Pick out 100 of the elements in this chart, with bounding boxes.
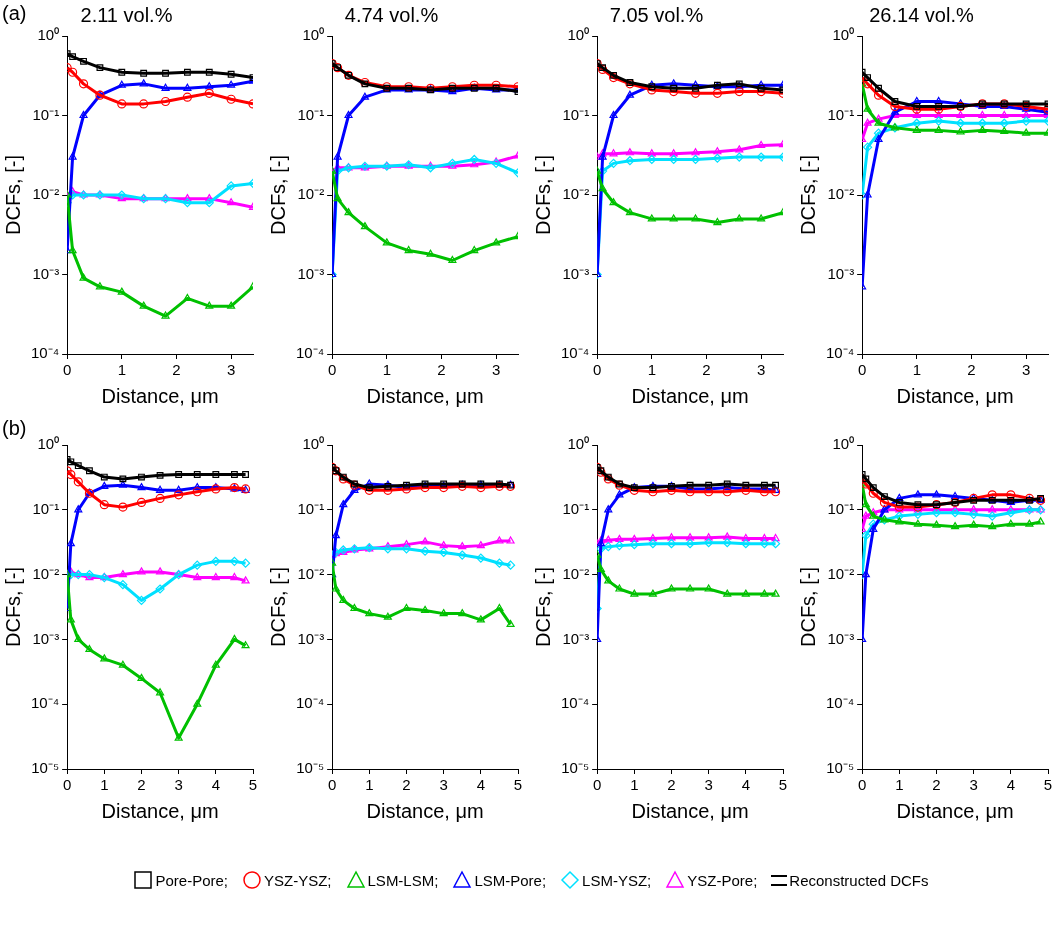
text: Reconstructed DCFs [789,871,929,889]
y-tick-label: 10⁻¹ [32,105,60,123]
y-tick-label: 10⁻² [297,564,325,582]
y-axis-title: DCFs, [-] [531,567,554,647]
y-tick-label: 10⁻¹ [32,499,60,517]
x-tick-label: 0 [62,361,72,379]
x-tick-label: 3 [439,776,448,794]
x-axis-title: Distance, μm [366,384,484,407]
x-tick-label: 2 [172,361,181,379]
x-tick-label: 0 [592,361,602,379]
y-tick-label: 10⁻¹ [827,105,855,123]
y-axis-title: DCFs, [-] [1,155,24,235]
y-tick-label: 10⁰ [832,26,855,44]
y-tick-label: 10⁰ [567,435,590,453]
y-tick-label: 10⁻² [827,564,855,582]
y-tick-label: 10⁻³ [562,629,590,647]
y-tick-label: 10⁻⁵ [826,759,855,777]
x-tick-label: 1 [100,776,109,794]
y-tick-label: 10⁻⁴ [825,694,855,712]
x-tick-label: 0 [327,361,337,379]
y-tick-label: 10⁻⁴ [825,344,855,362]
y-tick-label: 10⁰ [832,435,855,453]
x-tick-label: 0 [327,776,337,794]
x-tick-label: 1 [365,776,374,794]
chart-title: 2.11 vol.% [80,3,173,26]
y-tick-label: 10⁻¹ [562,499,590,517]
y-tick-label: 10⁻¹ [827,499,855,517]
x-tick-label: 2 [702,361,711,379]
x-tick-label: 0 [857,776,867,794]
x-tick-label: 0 [592,776,602,794]
x-axis-title: Distance, μm [101,384,219,407]
x-tick-label: 2 [667,776,676,794]
x-tick-label: 5 [513,776,523,794]
y-axis-title: DCFs, [-] [796,155,819,235]
y-tick-label: 10⁰ [567,26,590,44]
y-tick-label: 10⁻⁴ [295,694,325,712]
y-tick-label: 10⁻³ [32,629,60,647]
x-tick-label: 3 [174,776,183,794]
legend-label: Pore-Pore; [155,871,229,889]
x-axis-title: Distance, μm [631,384,749,407]
legend-label: LSM-LSM; [367,871,439,889]
y-tick-label: 10⁻⁵ [296,759,325,777]
x-tick-label: 4 [476,776,485,794]
x-tick-label: 3 [704,776,713,794]
y-tick-label: 10⁻² [562,564,590,582]
legend-label: LSM-Pore; [474,871,547,889]
y-tick-label: 10⁻¹ [297,499,325,517]
y-tick-label: 10⁻³ [562,264,590,282]
y-tick-label: 10⁻² [827,185,855,203]
x-tick-label: 5 [1043,776,1053,794]
x-tick-label: 4 [211,776,220,794]
x-tick-label: 3 [969,776,978,794]
x-tick-label: 1 [382,361,391,379]
x-tick-label: 2 [932,776,941,794]
x-tick-label: 5 [248,776,258,794]
y-tick-label: 10⁻³ [297,629,325,647]
y-tick-label: 10⁰ [37,435,60,453]
y-axis-title: DCFs, [-] [531,155,554,235]
x-tick-label: 4 [1006,776,1015,794]
y-tick-label: 10⁻⁴ [560,344,590,362]
x-tick-label: 2 [967,361,976,379]
x-tick-label: 5 [778,776,788,794]
x-tick-label: 2 [137,776,146,794]
x-tick-label: 3 [756,361,766,379]
x-tick-label: 0 [857,361,867,379]
x-tick-label: 4 [741,776,750,794]
x-axis-title: Distance, μm [366,799,484,822]
x-tick-label: 3 [226,361,236,379]
y-tick-label: 10⁻⁴ [30,694,60,712]
x-tick-label: 1 [912,361,921,379]
y-tick-label: 10⁻³ [827,264,855,282]
y-tick-label: 10⁻² [562,185,590,203]
chart-title: 7.05 vol.% [609,3,704,26]
y-tick-label: 10⁻³ [297,264,325,282]
x-tick-label: 1 [647,361,656,379]
x-tick-label: 1 [630,776,639,794]
x-tick-label: 3 [491,361,501,379]
y-tick-label: 10⁻² [32,185,60,203]
y-axis-title: DCFs, [-] [266,155,289,235]
y-tick-label: 10⁻³ [827,629,855,647]
y-tick-label: 10⁻⁵ [31,759,60,777]
x-axis-title: Distance, μm [896,384,1014,407]
legend-label: YSZ-YSZ; [264,871,332,889]
y-tick-label: 10⁰ [37,26,60,44]
x-axis-title: Distance, μm [101,799,219,822]
y-axis-title: DCFs, [-] [796,567,819,647]
x-tick-label: 3 [1021,361,1031,379]
y-tick-label: 10⁻¹ [297,105,325,123]
text: (b) [2,417,27,440]
x-tick-label: 1 [117,361,126,379]
y-tick-label: 10⁰ [302,435,325,453]
chart-title: 4.74 vol.% [344,3,439,26]
text: (a) [2,2,27,25]
y-tick-label: 10⁻² [32,564,60,582]
legend-label: LSM-YSZ; [582,871,652,889]
x-tick-label: 2 [402,776,411,794]
x-tick-label: 0 [62,776,72,794]
x-axis-title: Distance, μm [896,799,1014,822]
y-tick-label: 10⁻⁴ [560,694,590,712]
x-axis-title: Distance, μm [631,799,749,822]
